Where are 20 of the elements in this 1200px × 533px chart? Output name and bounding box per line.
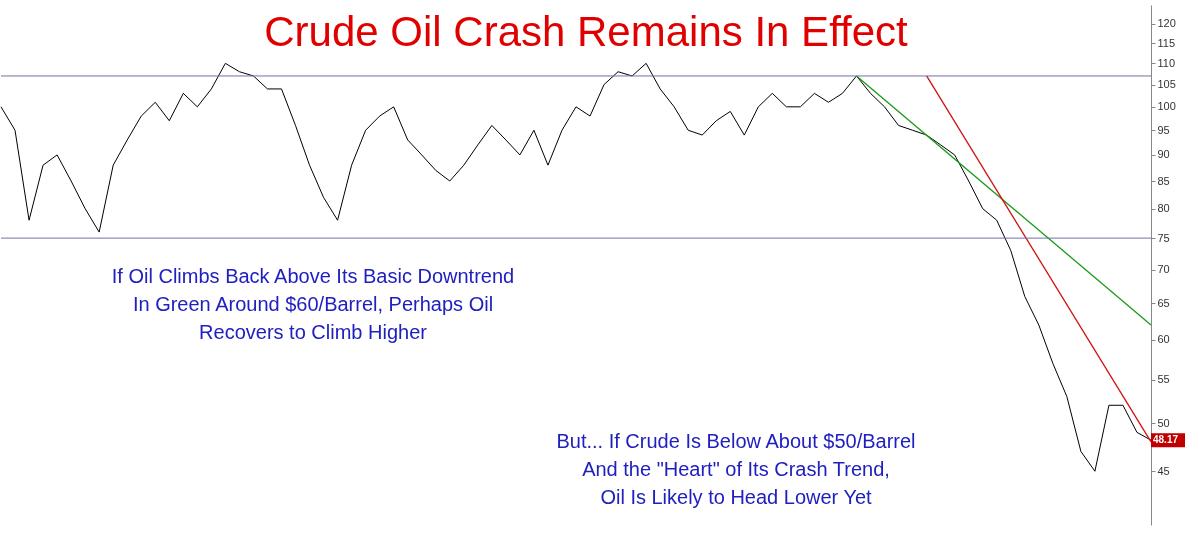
y-tick-label: 85 (1157, 174, 1170, 187)
y-tick-label: 50 (1157, 416, 1170, 429)
y-tick-label: 115 (1157, 36, 1176, 49)
annotation: If Oil Climbs Back Above Its Basic Downtrend In Green Around $60/Barrel, Perhaps Oil Recovers to Climb Higher (111, 265, 515, 343)
y-tick-label: 45 (1157, 464, 1170, 477)
annotation: But... If Crude Is Below About $50/Barrel And the "Heart" of Its Crash Trend, Oil Is Likely to Head Lower Yet (556, 430, 916, 508)
chart-title: Crude Oil Crash Remains In Effect (264, 8, 909, 55)
y-tick-label: 90 (1157, 148, 1170, 161)
y-tick-label: 55 (1157, 373, 1170, 386)
y-tick-label: 60 (1157, 333, 1170, 346)
y-tick-label: 100 (1157, 100, 1176, 113)
y-tick-label: 75 (1157, 231, 1170, 244)
y-tick-label: 95 (1157, 123, 1170, 136)
y-tick-label: 105 (1157, 78, 1176, 91)
y-tick-label: 120 (1157, 17, 1176, 30)
y-tick-label: 80 (1157, 202, 1170, 215)
y-tick-label: 65 (1157, 296, 1170, 309)
text: 48.17 (1153, 434, 1179, 446)
y-tick-label: 70 (1157, 263, 1170, 276)
y-tick-label: 110 (1157, 56, 1176, 69)
